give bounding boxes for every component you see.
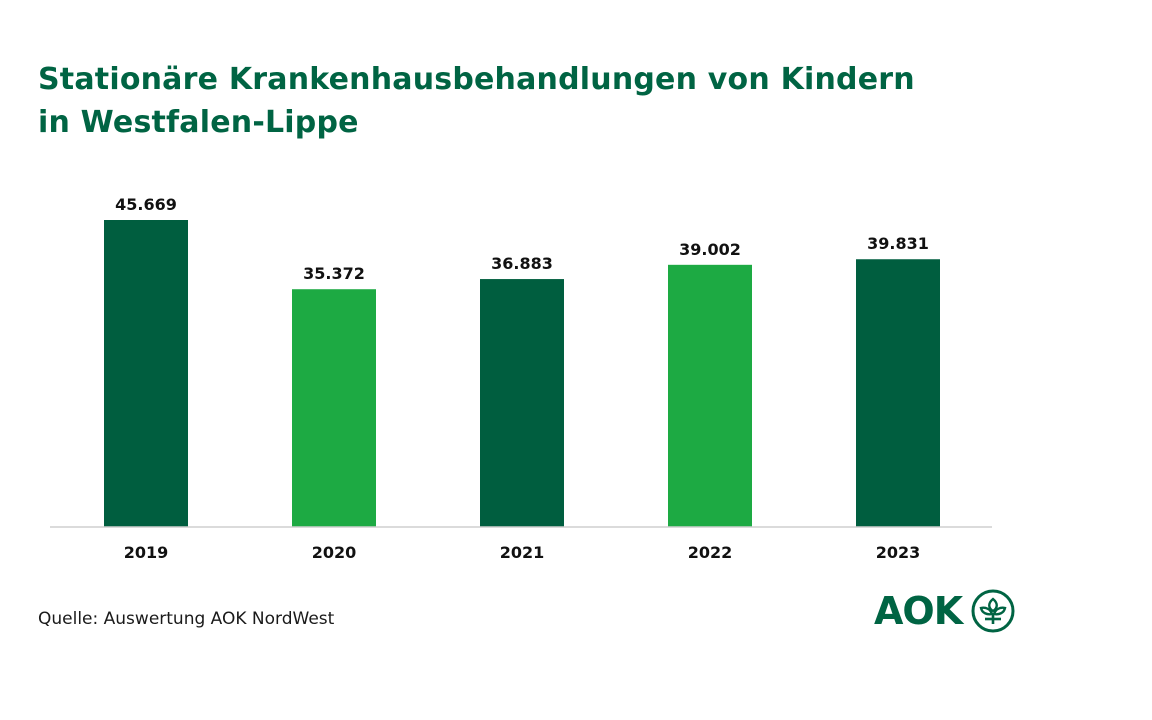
value-label-2022: 39.002 [679, 240, 741, 259]
bar-2019 [104, 220, 188, 527]
chart-title: Stationäre Krankenhausbehandlungen von K… [38, 58, 1038, 144]
aok-tree-icon [971, 589, 1015, 633]
bar-2022 [668, 264, 752, 527]
bar-2021 [480, 279, 564, 527]
chart-title-line-2: in Westfalen-Lippe [38, 105, 359, 140]
value-label-2020: 35.372 [303, 264, 365, 283]
x-tick-label-2019: 2019 [124, 543, 169, 562]
aok-logo-text: AOK [874, 589, 963, 633]
value-labels-group: 45.669 35.372 36.883 39.002 39.831 [115, 195, 929, 283]
source-note: Quelle: Auswertung AOK NordWest [38, 609, 335, 629]
x-tick-label-2021: 2021 [500, 543, 545, 562]
bars-group [104, 220, 940, 527]
value-label-2023: 39.831 [867, 234, 929, 253]
bar-2020 [292, 289, 376, 527]
x-tick-label-2022: 2022 [688, 543, 733, 562]
value-label-2019: 45.669 [115, 195, 177, 214]
x-tick-labels-group: 2019 2020 2021 2022 2023 [124, 543, 921, 562]
value-label-2021: 36.883 [491, 254, 553, 273]
bar-2023 [856, 259, 940, 527]
chart-title-line-1: Stationäre Krankenhausbehandlungen von K… [38, 62, 915, 97]
x-tick-label-2023: 2023 [876, 543, 921, 562]
x-tick-label-2020: 2020 [312, 543, 357, 562]
